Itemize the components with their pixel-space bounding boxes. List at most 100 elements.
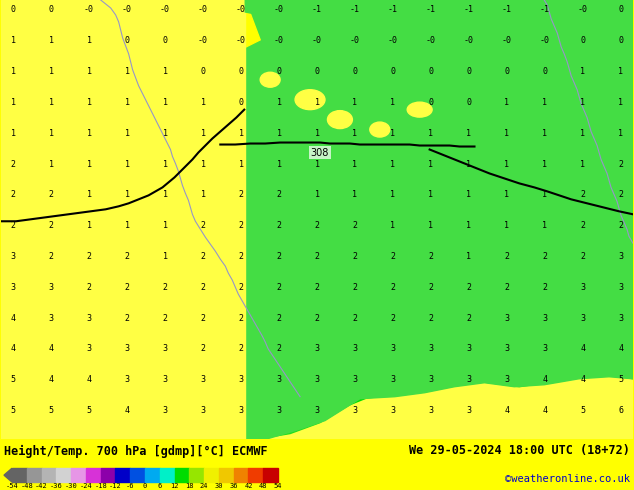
Text: 2: 2	[353, 221, 358, 230]
Text: 2: 2	[162, 314, 167, 323]
Text: 5: 5	[49, 406, 53, 415]
Polygon shape	[245, 0, 633, 439]
Text: 1: 1	[391, 221, 396, 230]
Text: 1: 1	[11, 36, 15, 45]
Text: 2: 2	[505, 252, 510, 261]
Text: 2: 2	[619, 221, 623, 230]
Text: 1: 1	[505, 221, 510, 230]
Ellipse shape	[328, 111, 353, 128]
Text: 3: 3	[238, 406, 243, 415]
Text: 1: 1	[353, 191, 358, 199]
Text: 1: 1	[391, 160, 396, 169]
Text: 4: 4	[581, 375, 585, 384]
Text: 0: 0	[200, 67, 205, 76]
Text: 0: 0	[391, 67, 396, 76]
Text: 2: 2	[391, 252, 396, 261]
Text: 3: 3	[429, 344, 434, 353]
Text: 2: 2	[86, 283, 91, 292]
Text: 3: 3	[86, 314, 91, 323]
Text: 2: 2	[49, 252, 53, 261]
Text: 3: 3	[314, 344, 320, 353]
Text: 2: 2	[238, 252, 243, 261]
Text: 1: 1	[543, 98, 548, 107]
Text: 3: 3	[49, 314, 53, 323]
Text: 0: 0	[467, 98, 472, 107]
Text: 1: 1	[429, 191, 434, 199]
Text: -0: -0	[350, 36, 360, 45]
Text: 1: 1	[124, 191, 129, 199]
Text: 2: 2	[49, 221, 53, 230]
Text: 2: 2	[543, 252, 548, 261]
Bar	[234, 468, 249, 482]
Text: 1: 1	[467, 252, 472, 261]
Text: 1: 1	[276, 98, 281, 107]
Text: 18: 18	[185, 483, 193, 489]
Text: 1: 1	[124, 160, 129, 169]
Text: 5: 5	[86, 406, 91, 415]
Text: 3: 3	[353, 344, 358, 353]
Text: 1: 1	[238, 129, 243, 138]
Text: 1: 1	[124, 67, 129, 76]
Text: -0: -0	[426, 36, 436, 45]
Text: -6: -6	[126, 483, 134, 489]
Text: 1: 1	[162, 221, 167, 230]
Text: 3: 3	[11, 283, 15, 292]
Text: 0: 0	[505, 67, 510, 76]
Text: 3: 3	[314, 406, 320, 415]
Bar	[56, 468, 71, 482]
Text: 1: 1	[505, 129, 510, 138]
Text: 3: 3	[162, 375, 167, 384]
Text: 1: 1	[124, 98, 129, 107]
Text: 0: 0	[353, 67, 358, 76]
Text: 1: 1	[543, 191, 548, 199]
Text: 1: 1	[162, 98, 167, 107]
Bar	[145, 468, 160, 482]
Bar	[115, 468, 130, 482]
Text: 2: 2	[429, 314, 434, 323]
Text: 4: 4	[124, 406, 129, 415]
Text: 1: 1	[86, 67, 91, 76]
Text: -0: -0	[388, 36, 398, 45]
Bar	[12, 468, 27, 482]
Text: -24: -24	[79, 483, 93, 489]
Text: 2: 2	[200, 314, 205, 323]
Text: 308: 308	[311, 147, 329, 157]
Text: 0: 0	[11, 5, 15, 15]
Text: 0: 0	[619, 5, 623, 15]
Text: -36: -36	[50, 483, 63, 489]
Ellipse shape	[260, 72, 280, 87]
Text: 3: 3	[124, 375, 129, 384]
Text: 1: 1	[429, 221, 434, 230]
Text: 3: 3	[467, 344, 472, 353]
Text: 1: 1	[467, 160, 472, 169]
Text: 1: 1	[353, 98, 358, 107]
Text: 2: 2	[429, 283, 434, 292]
Text: 2: 2	[543, 283, 548, 292]
Text: 2: 2	[238, 314, 243, 323]
Text: 3: 3	[619, 283, 623, 292]
Text: -0: -0	[578, 5, 588, 15]
Bar	[42, 468, 56, 482]
Text: 3: 3	[49, 283, 53, 292]
Text: 2: 2	[238, 191, 243, 199]
Text: 2: 2	[581, 191, 585, 199]
Text: 3: 3	[353, 375, 358, 384]
Text: 3: 3	[353, 406, 358, 415]
Text: 1: 1	[581, 160, 585, 169]
Text: 1: 1	[314, 191, 320, 199]
Text: 2: 2	[391, 283, 396, 292]
Text: 1: 1	[505, 98, 510, 107]
Text: 4: 4	[581, 344, 585, 353]
Text: 1: 1	[505, 191, 510, 199]
Text: 2: 2	[11, 160, 15, 169]
Text: 1: 1	[162, 160, 167, 169]
Text: 1: 1	[276, 160, 281, 169]
Text: 3: 3	[200, 375, 205, 384]
Text: 2: 2	[429, 252, 434, 261]
Text: 3: 3	[86, 344, 91, 353]
Text: 1: 1	[581, 67, 585, 76]
Bar	[190, 468, 204, 482]
Text: 1: 1	[86, 160, 91, 169]
Text: 1: 1	[86, 36, 91, 45]
Text: 36: 36	[230, 483, 238, 489]
